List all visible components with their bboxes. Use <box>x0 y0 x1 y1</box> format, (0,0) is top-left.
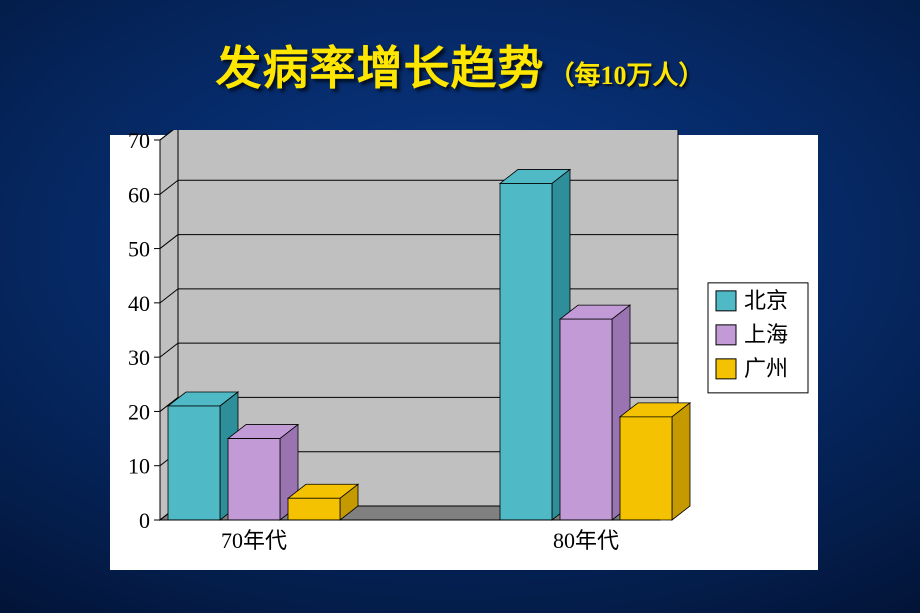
bar-side <box>672 403 690 520</box>
slide: 发病率增长趋势 （每10万人） 0 10 20 30 40 50 60 70 70年代 80年代 北… <box>0 0 920 613</box>
ytick-label: 70 <box>128 130 150 153</box>
bar-front <box>620 417 672 520</box>
ytick-label: 40 <box>128 291 150 316</box>
legend-label: 广州 <box>744 356 788 381</box>
xcat-label: 70年代 <box>221 528 287 553</box>
ytick-label: 20 <box>128 399 150 424</box>
title-sub: （每10万人） <box>548 61 704 90</box>
bar-front <box>500 183 552 520</box>
title-main: 发病率增长趋势 <box>215 43 544 94</box>
legend-label: 北京 <box>744 288 788 313</box>
ytick-label: 50 <box>128 237 150 262</box>
ytick-label: 60 <box>128 182 150 207</box>
ytick-label: 10 <box>128 454 150 479</box>
bar-front <box>228 439 280 520</box>
legend-swatch <box>716 291 736 311</box>
ytick-label: 0 <box>139 508 150 533</box>
legend-swatch <box>716 325 736 345</box>
bar-front <box>560 319 612 520</box>
slide-title: 发病率增长趋势 （每10万人） <box>0 32 920 98</box>
bar-front <box>288 498 340 520</box>
bar-front <box>168 406 220 520</box>
chart-svg: 0 10 20 30 40 50 60 70 70年代 80年代 北京上海广州 <box>90 130 830 570</box>
legend-swatch <box>716 359 736 379</box>
bar-chart: 0 10 20 30 40 50 60 70 70年代 80年代 北京上海广州 <box>90 130 830 570</box>
xcat-label: 80年代 <box>553 528 619 553</box>
legend-label: 上海 <box>744 322 788 347</box>
ytick-label: 30 <box>128 345 150 370</box>
